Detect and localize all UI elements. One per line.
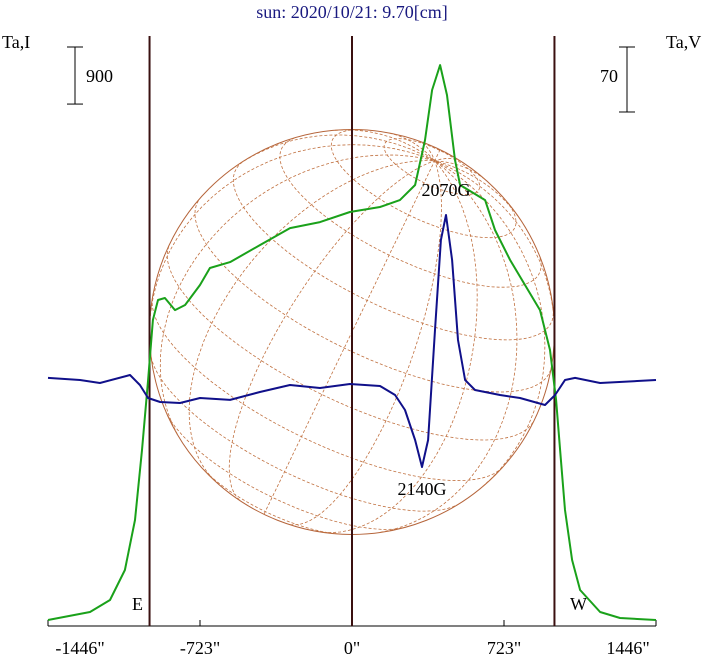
x-tick-label: 723" bbox=[487, 638, 521, 658]
x-tick-label: 0" bbox=[344, 638, 360, 658]
x-tick-label: 1446" bbox=[606, 638, 649, 658]
meridian bbox=[334, 129, 435, 162]
solar-disk-grid bbox=[149, 129, 555, 535]
meridian bbox=[263, 160, 436, 515]
y-axis-label: Ta,I bbox=[2, 32, 30, 52]
x-tick-label: -723" bbox=[180, 638, 220, 658]
series-line bbox=[47, 214, 657, 468]
meridian bbox=[434, 149, 441, 161]
meridian bbox=[188, 160, 435, 480]
x-tick-label: -1446" bbox=[55, 638, 104, 658]
annotation: 2070G bbox=[421, 180, 470, 200]
meridian bbox=[159, 154, 435, 435]
parallel bbox=[194, 200, 551, 393]
chart-title: sun: 2020/10/21: 9.70[cm] bbox=[256, 2, 448, 22]
meridian bbox=[434, 160, 521, 221]
meridian bbox=[231, 134, 435, 170]
meridian bbox=[323, 160, 478, 534]
parallel bbox=[165, 411, 406, 530]
meridian bbox=[389, 132, 435, 162]
parallel bbox=[151, 297, 503, 482]
meridian bbox=[290, 160, 442, 526]
meridian bbox=[434, 157, 461, 162]
scale-bar-label: 900 bbox=[86, 66, 113, 86]
annotation: 2140G bbox=[398, 479, 447, 499]
series-line bbox=[47, 64, 657, 621]
meridian bbox=[228, 160, 435, 501]
meridian bbox=[434, 160, 546, 487]
meridian bbox=[380, 160, 518, 533]
limb-label: E bbox=[132, 594, 143, 614]
meridian bbox=[434, 160, 485, 180]
y2-axis-label: Ta,V bbox=[666, 32, 701, 52]
parallel bbox=[279, 137, 542, 288]
parallel bbox=[202, 468, 339, 535]
parallel bbox=[166, 246, 534, 441]
meridian bbox=[434, 160, 555, 326]
meridian bbox=[417, 140, 436, 161]
meridian bbox=[149, 144, 435, 326]
scale-bar-label: 70 bbox=[600, 66, 618, 86]
limb-label: W bbox=[570, 594, 587, 614]
